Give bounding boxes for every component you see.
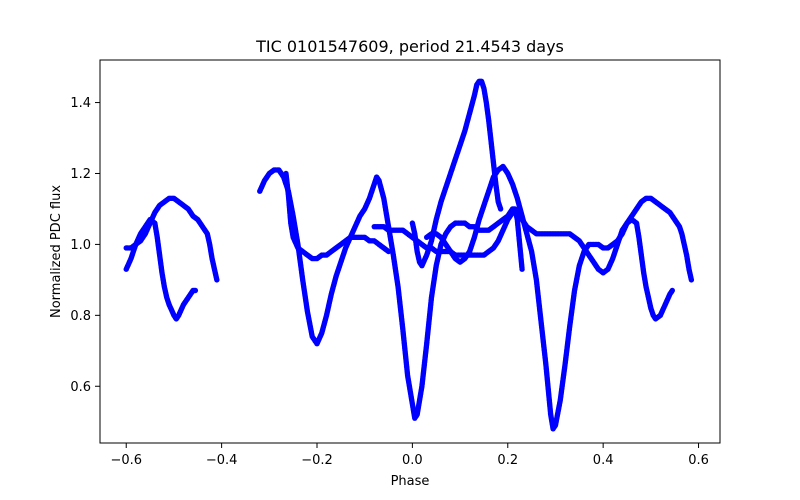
x-tick-label: −0.6: [110, 453, 142, 468]
data-points: [123, 78, 695, 432]
plot-frame: [99, 59, 721, 444]
x-tick-label: 0.2: [497, 453, 518, 468]
x-tick-label: 0.6: [688, 453, 709, 468]
y-tick-label: 1.4: [70, 96, 91, 111]
data-point: [497, 206, 504, 212]
x-tick-label: −0.2: [301, 453, 333, 468]
series-1: [123, 216, 199, 322]
data-point: [669, 287, 676, 294]
y-tick-label: 0.6: [70, 380, 91, 395]
series-2: [123, 195, 220, 283]
series-7: [423, 163, 695, 432]
series-5: [371, 209, 676, 322]
x-tick-label: 0.0: [402, 453, 423, 468]
y-tick-label: 0.8: [70, 309, 91, 324]
y-tick-label: 1.0: [70, 238, 91, 253]
data-point: [519, 266, 525, 272]
series-3: [257, 167, 525, 421]
data-point: [385, 248, 392, 255]
data-point: [214, 277, 220, 283]
data-point: [192, 287, 199, 294]
y-tick-label: 1.2: [70, 167, 91, 182]
series-4: [283, 170, 392, 262]
series-6: [409, 78, 504, 269]
x-axis-label: Phase: [391, 474, 430, 489]
x-tick-label: 0.4: [593, 453, 614, 468]
y-axis-ticks: 0.6 0.8 1.0 1.2 1.4: [70, 96, 100, 395]
chart-title: TIC 0101547609, period 21.4543 days: [255, 37, 564, 56]
y-axis-label: Normalized PDC flux: [49, 185, 64, 318]
x-tick-label: −0.4: [206, 453, 238, 468]
x-axis-ticks: −0.6 −0.4 −0.2 0.0 0.2 0.4 0.6: [110, 443, 709, 468]
data-point: [688, 277, 695, 283]
